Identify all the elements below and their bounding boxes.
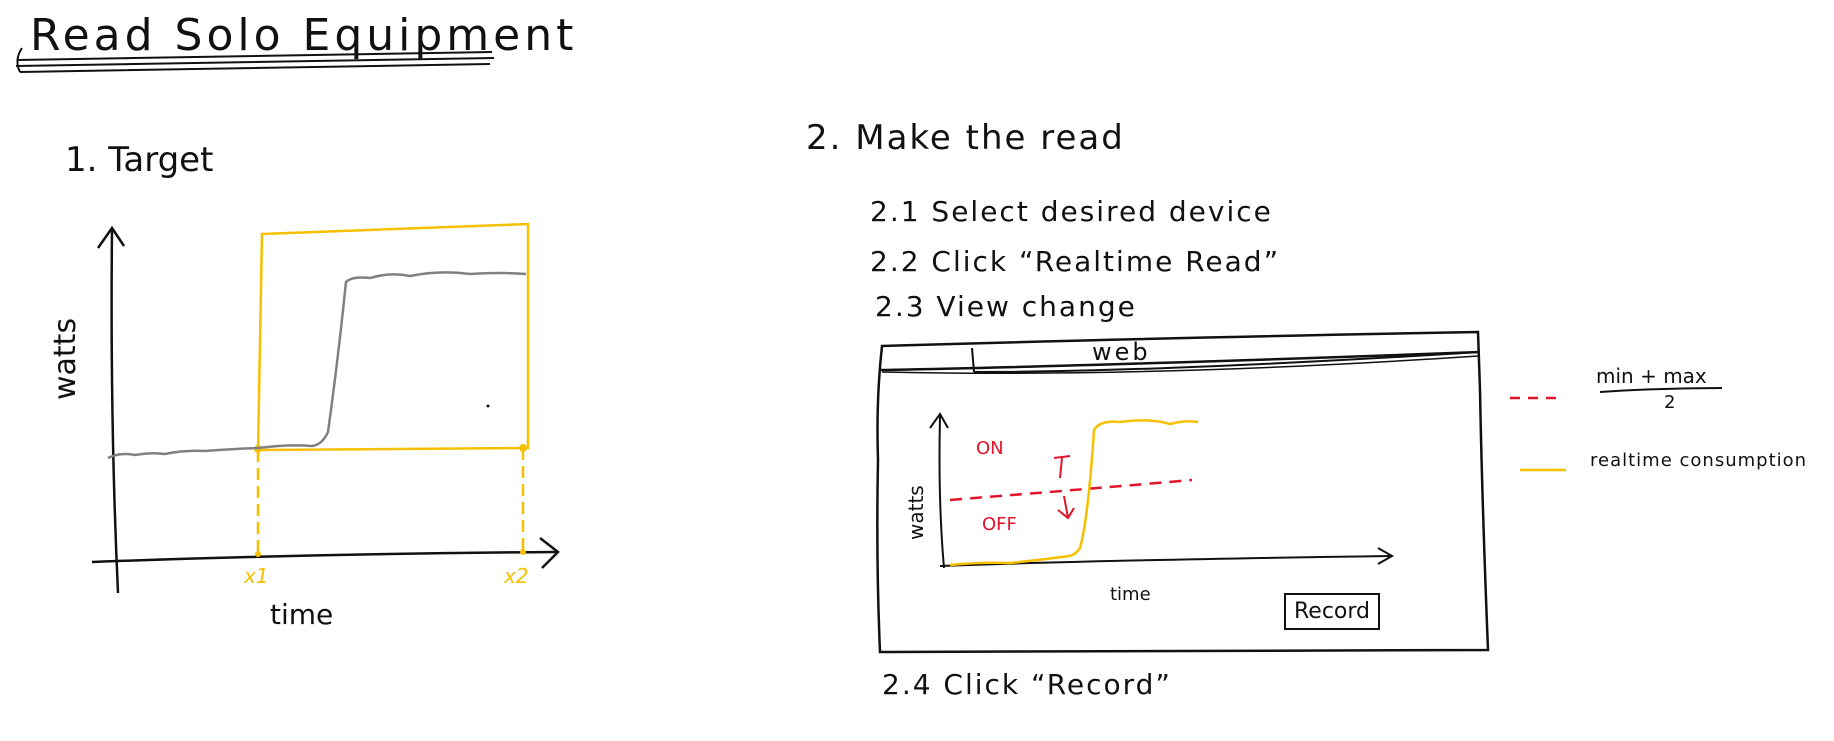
x-axis <box>91 550 557 564</box>
x1-tick <box>255 551 261 557</box>
stray-dot <box>486 404 490 408</box>
legend-threshold-denominator: 2 <box>1664 392 1676 413</box>
consumption-trace <box>107 271 527 460</box>
down-arrow <box>1057 495 1075 520</box>
legend-realtime-label: realtime consumption <box>1590 450 1808 471</box>
step-click-record: 2.4 Click “Record” <box>882 668 1172 701</box>
page-title: Read Solo Equipment <box>30 10 578 61</box>
up-arrow <box>1053 455 1071 479</box>
inner-y-axis <box>938 415 945 569</box>
inner-x-axis-arrow <box>1377 547 1395 565</box>
x2-point <box>519 444 527 452</box>
target-y-label: watts <box>48 317 83 400</box>
section-read-heading: 2. Make the read <box>806 118 1125 158</box>
legend-fraction-bar <box>1599 387 1723 393</box>
off-state-label: OFF <box>982 514 1017 535</box>
browser-address-line <box>881 355 1479 375</box>
browser-tab-bar <box>879 350 1481 372</box>
y-axis-arrow <box>96 225 126 249</box>
legend-threshold-numerator: min + max <box>1596 364 1707 388</box>
title-underline <box>15 51 495 73</box>
target-x-label: time <box>270 598 334 631</box>
title-underline-hook <box>16 47 23 73</box>
legend <box>1510 387 1723 472</box>
step-realtime-read: 2.2 Click “Realtime Read” <box>870 245 1281 278</box>
step-select-device: 2.1 Select desired device <box>870 195 1273 228</box>
target-chart <box>91 222 560 594</box>
inner-y-axis-arrow <box>929 412 949 429</box>
x2-tick <box>520 549 526 555</box>
on-state-label: ON <box>976 438 1004 459</box>
browser-window <box>876 330 1490 654</box>
step-view-change: 2.3 View change <box>875 290 1137 323</box>
threshold-line <box>949 478 1193 502</box>
record-button[interactable]: Record <box>1284 593 1381 630</box>
inner-x-axis <box>939 555 1391 567</box>
browser-tab-label[interactable]: web <box>1092 338 1151 366</box>
browser-y-label: watts <box>904 485 928 540</box>
browser-tab-divider <box>971 347 975 373</box>
browser-x-label: time <box>1110 584 1151 605</box>
x2-marker-label: x2 <box>504 564 529 588</box>
x-axis-arrow <box>539 537 560 569</box>
realtime-trace <box>949 419 1199 567</box>
target-box <box>256 222 530 452</box>
x1-marker-label: x1 <box>244 564 269 588</box>
y-axis <box>110 229 120 594</box>
browser-tab-bottom <box>973 351 1481 373</box>
browser-frame <box>876 330 1490 654</box>
section-target-heading: 1. Target <box>65 140 214 180</box>
